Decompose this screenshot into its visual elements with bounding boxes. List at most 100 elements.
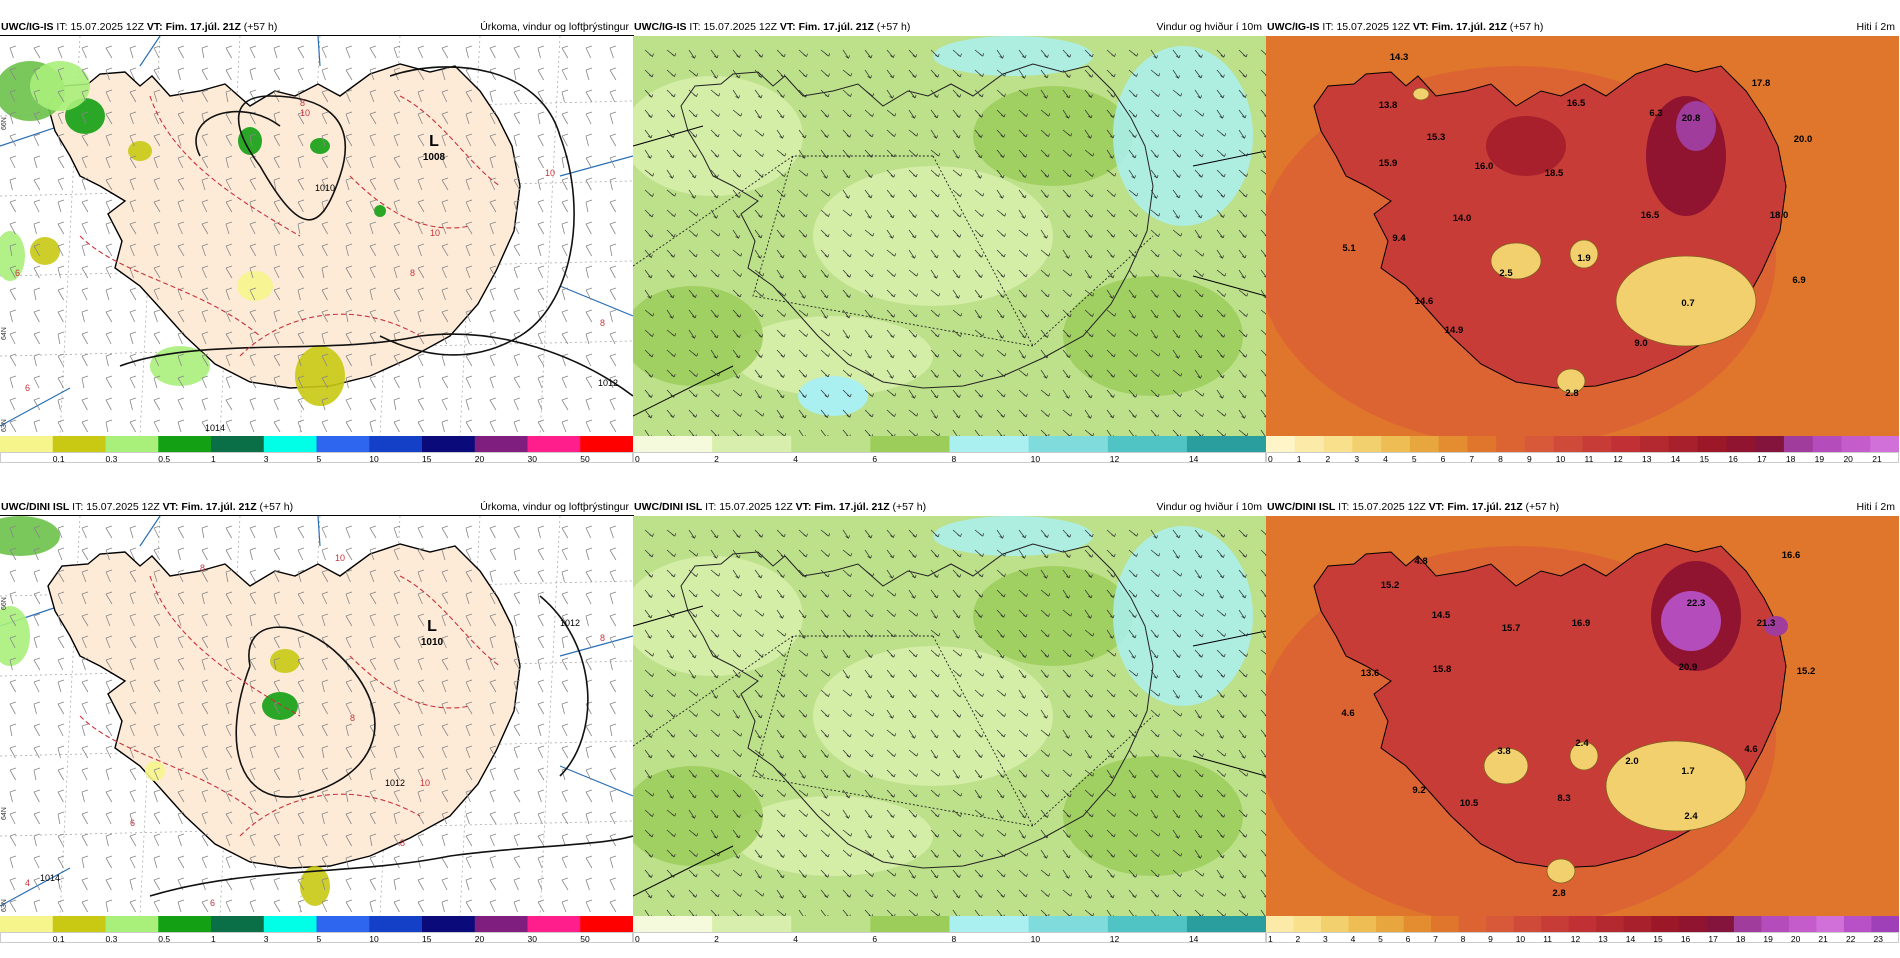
wind-arrow (1260, 589, 1266, 598)
wind-barb (489, 723, 497, 737)
wind-arrow (688, 429, 697, 436)
wind-arrow (1040, 749, 1050, 757)
wind-barb (489, 811, 497, 825)
wind-arrow (688, 709, 698, 717)
wind-barb (417, 45, 425, 59)
wind-barb (537, 419, 545, 433)
wind-arrow (666, 709, 676, 718)
colorbar-swatch (1582, 436, 1612, 452)
wind-arrow (1084, 369, 1093, 378)
wind-arrow (1260, 789, 1266, 795)
wind-barb (561, 657, 569, 671)
wind-barb (489, 243, 497, 257)
colorbar-swatch (1028, 916, 1109, 932)
wind-map[interactable] (633, 516, 1266, 916)
wind-arrow (1062, 289, 1072, 297)
wind-barb (417, 133, 425, 147)
contour-label: 6 (15, 268, 20, 278)
wind-arrow (666, 189, 677, 197)
wind-arrow (1238, 369, 1247, 378)
latitude-label: 63N (1, 899, 8, 912)
wind-arrow (1062, 169, 1072, 178)
wind-arrow (1172, 549, 1180, 559)
wind-arrow (1150, 309, 1159, 319)
wind-barb (153, 789, 161, 803)
wind-arrow (974, 829, 984, 837)
wind-arrow (820, 429, 829, 436)
wind-arrow (1238, 709, 1247, 718)
colorbar-swatch (1706, 916, 1735, 932)
wind-map[interactable] (633, 36, 1266, 436)
wind-arrow (710, 269, 720, 278)
wind-arrow (864, 409, 874, 418)
wind-barb (201, 877, 209, 891)
wind-barb (369, 45, 377, 59)
wind-arrow (1216, 789, 1226, 798)
colorbar-tick-label: 0 (635, 934, 640, 944)
wind-barb (57, 397, 65, 411)
contour-label: 4 (25, 878, 30, 888)
colorbar-swatch (263, 916, 317, 932)
wind-barb (609, 243, 617, 257)
wind-arrow (1106, 749, 1115, 759)
wind-barb (417, 789, 425, 803)
precip-area (237, 271, 273, 301)
wind-barb (489, 679, 497, 693)
temp-map[interactable]: 4.8 16.6 15.2 14.5 15.7 16.9 22.3 21.3 13.6 15.8 2… (1266, 516, 1899, 916)
wind-barb (33, 657, 41, 671)
temp-map[interactable]: 14.3 13.8 15.9 15.3 16.5 6.3 20.8 17.8 16.0 18.5 2… (1266, 36, 1899, 436)
colorbar-tick-label: 6 (872, 934, 877, 944)
wind-arrow (1084, 349, 1094, 358)
isobar (235, 626, 376, 798)
wind-barb (561, 789, 569, 803)
wind-arrow (644, 189, 654, 197)
wind-arrow (1194, 649, 1204, 658)
wind-arrow (1106, 349, 1116, 358)
wind-barb (321, 767, 329, 781)
wind-barb (513, 855, 521, 869)
wind-arrow (1172, 889, 1182, 898)
wind-arrow (1106, 689, 1116, 698)
wind-arrow (886, 529, 895, 538)
wind-arrow (1040, 289, 1050, 298)
wind-arrow (754, 549, 763, 558)
wind-barb (273, 243, 281, 257)
wind-arrow (996, 49, 1004, 59)
temp-colorbar-svg: 1 2 3 4 5 6 7 8 9 10 11 12 13 14 15 16 17 18 19 20 21 22 23 (1266, 916, 1899, 944)
wind-barb (513, 67, 521, 81)
precip-map[interactable]: L 1008 1010 1012 1014 6 8 10 10 8 6 8 10 66N 64N 63N (0, 35, 634, 437)
wind-barb (9, 745, 17, 759)
temperature-value: 10.5 (1460, 798, 1479, 809)
wind-arrow (1216, 329, 1226, 338)
wind-arrow (1260, 109, 1266, 118)
colorbar-swatch (1438, 436, 1468, 452)
wind-arrow (644, 629, 652, 639)
wind-barb (345, 525, 353, 539)
wind-arrow (666, 849, 676, 858)
wind-barb (465, 243, 473, 257)
wind-barb (177, 723, 185, 737)
precip-map[interactable]: L 1010 1012 1012 1014 10 8 6 8 10 8 6 4 8 66N 64N 63N (0, 515, 634, 917)
wind-arrow (732, 429, 742, 436)
wind-barb (609, 309, 617, 323)
wind-arrow (1062, 369, 1071, 379)
wind-arrow (908, 649, 918, 658)
wind-barb (513, 221, 521, 235)
iceland-coastline (680, 543, 1154, 869)
contour-label: 8 (600, 318, 605, 328)
wind-arrow (908, 749, 919, 757)
wind-barb (33, 243, 41, 257)
wind-arrow (842, 209, 853, 217)
wind-barb (489, 309, 497, 323)
wind-arrow (732, 649, 742, 658)
wind-arrow (1216, 869, 1224, 879)
wind-barb (513, 679, 521, 693)
wind-arrow (864, 729, 874, 737)
wind-arrow (1128, 849, 1138, 858)
wind-arrow (908, 309, 918, 318)
wind-arrow (974, 849, 984, 858)
wind-arrow (1062, 769, 1072, 777)
wind-arrow (1194, 869, 1205, 877)
wind-barb (513, 833, 521, 847)
wind-arrow (930, 329, 940, 338)
